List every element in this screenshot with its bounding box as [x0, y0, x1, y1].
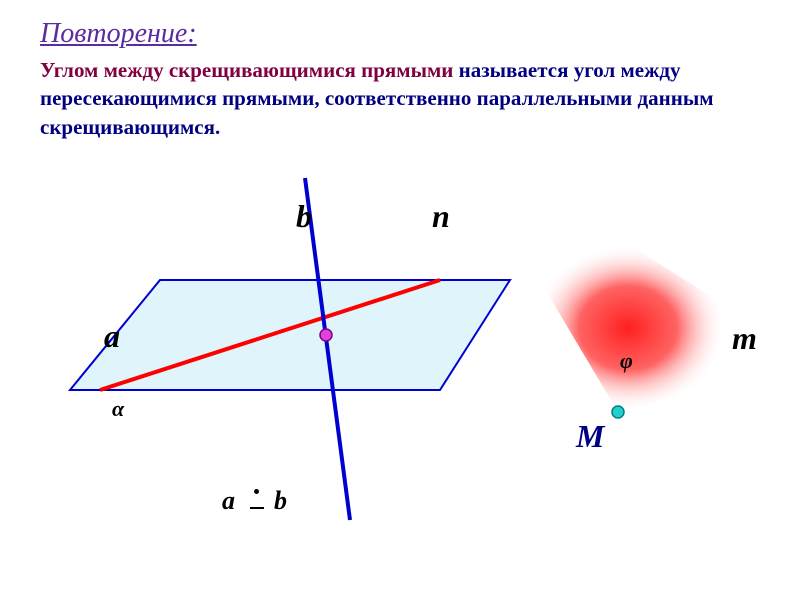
label-n: n	[432, 198, 450, 235]
label-big-m: M	[576, 418, 604, 455]
section-title: Повторение:	[40, 18, 197, 50]
label-a: a	[104, 318, 120, 355]
notation-b: b	[274, 486, 291, 515]
definition-text: Углом между скрещивающимися прямыми назы…	[40, 56, 760, 141]
definition-emphasis: Углом между скрещивающимися прямыми	[40, 58, 459, 82]
point-m	[612, 406, 624, 418]
label-alpha: α	[112, 396, 124, 422]
label-b: b	[296, 198, 312, 235]
intersection-point	[320, 329, 332, 341]
diagram-svg	[0, 150, 800, 580]
skew-notation: a b	[222, 486, 291, 516]
notation-a: a	[222, 486, 239, 515]
label-m: m	[732, 320, 757, 357]
skew-symbol-icon	[250, 491, 264, 509]
plane-alpha	[70, 280, 510, 390]
geometry-diagram: a b n m M α φ	[0, 150, 800, 580]
angle-glow	[530, 244, 726, 412]
label-phi: φ	[620, 348, 633, 374]
